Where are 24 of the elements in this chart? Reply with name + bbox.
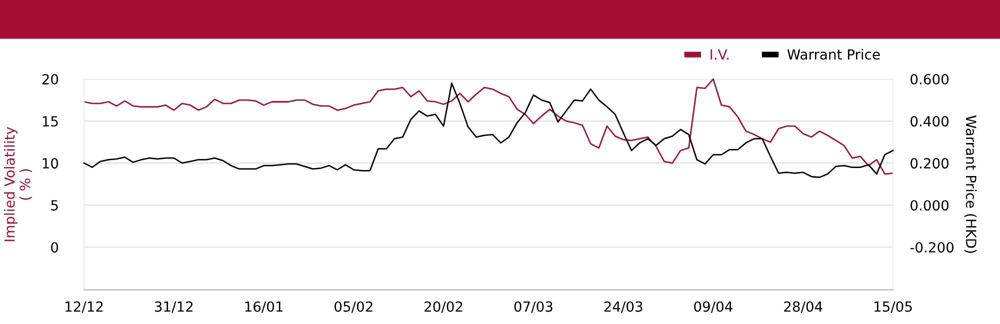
- y2-axis-title: Warrant Price (HKD): [964, 115, 977, 253]
- x-tick-label: 24/03: [604, 301, 642, 313]
- x-tick-label: 12/12: [66, 301, 103, 313]
- x-tick-label: 28/04: [784, 301, 822, 313]
- legend-label: Warrant Price: [787, 48, 880, 60]
- y-axis-title: Implied Volatility ( % ): [4, 126, 32, 242]
- x-tick-label: 15/05: [874, 301, 912, 313]
- y-tick-label: 10: [42, 158, 58, 169]
- x-tick-label: 05/02: [334, 301, 372, 313]
- x-tick-label: 20/02: [424, 301, 462, 313]
- y2-tick-label: 0.000: [910, 200, 949, 211]
- x-tick-label: 07/03: [514, 301, 552, 313]
- y2-tick-label: 0.400: [910, 116, 949, 127]
- x-tick-label: 31/12: [154, 301, 193, 313]
- x-tick-label: 16/01: [245, 301, 283, 313]
- y-tick-label: 0: [51, 242, 58, 253]
- y-tick-label: 5: [51, 200, 58, 211]
- y2-tick-label: -0.200: [910, 242, 954, 253]
- y-tick-label: 15: [42, 116, 58, 127]
- y2-tick-label: 0.600: [910, 74, 949, 85]
- y-tick-label: 20: [42, 74, 58, 85]
- y2-tick-label: 0.200: [910, 158, 949, 169]
- legend-label: I.V.: [710, 49, 728, 60]
- x-tick-label: 09/04: [694, 301, 732, 313]
